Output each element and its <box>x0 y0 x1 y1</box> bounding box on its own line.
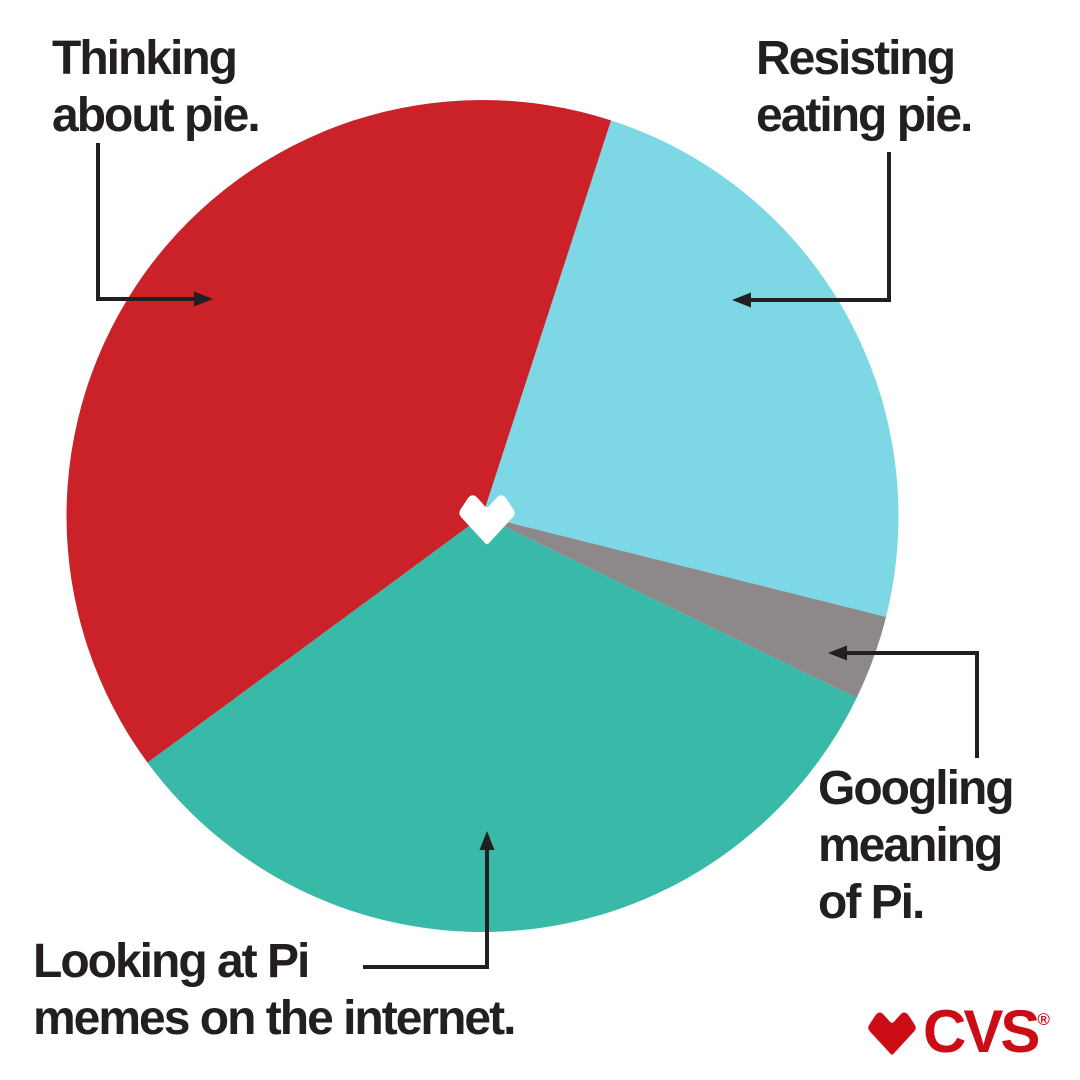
connector-line-googling <box>843 651 979 758</box>
connector-arrow-googling <box>828 645 979 758</box>
pie-slices <box>66 99 899 933</box>
arrowhead-resisting <box>732 292 751 308</box>
center-heart-icon <box>459 495 515 545</box>
connector-arrow-resisting <box>732 152 891 308</box>
arrowhead-looking <box>479 831 495 850</box>
pie-slice-3 <box>147 516 857 933</box>
cvs-heart-icon <box>868 1012 916 1055</box>
arrowhead-thinking <box>194 291 213 307</box>
callout-label-thinking: Thinking about pie. <box>52 30 261 144</box>
arrowhead-googling <box>828 645 847 661</box>
connector-line-resisting <box>747 152 891 302</box>
callout-label-looking: Looking at Pi memes on the internet. <box>33 933 516 1047</box>
pie-slice-2 <box>482 516 887 698</box>
callout-label-resisting: Resisting eating pie. <box>756 30 973 144</box>
cvs-wordmark: CVS <box>923 998 1040 1065</box>
pie-slice-1 <box>482 120 899 617</box>
label-line: meaning <box>818 819 1003 872</box>
pie-slice-4 <box>66 99 612 763</box>
label-line: Googling <box>818 762 1015 815</box>
label-line: memes on the internet. <box>33 992 516 1045</box>
label-line: eating pie. <box>756 89 973 142</box>
label-line: about pie. <box>52 89 261 142</box>
callout-label-googling: Googling meaning of Pi. <box>818 760 1015 931</box>
cvs-logo: CVS ® <box>862 998 1050 1065</box>
label-line: of Pi. <box>818 876 925 929</box>
connector-arrow-thinking <box>96 143 213 307</box>
connector-line-looking <box>363 846 489 969</box>
label-line: Resisting <box>756 32 956 85</box>
connector-line-thinking <box>96 143 198 301</box>
label-line: Thinking <box>52 32 238 85</box>
connector-arrow-looking <box>363 831 495 969</box>
registered-trademark: ® <box>1037 1010 1050 1029</box>
label-line: Looking at Pi <box>33 935 310 988</box>
